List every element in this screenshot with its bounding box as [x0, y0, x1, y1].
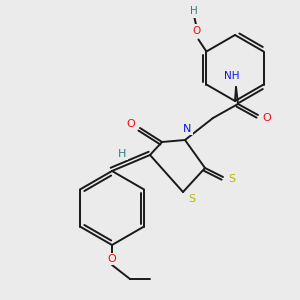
Text: O: O	[127, 119, 135, 129]
Text: H: H	[118, 149, 126, 159]
Text: O: O	[262, 113, 272, 123]
Text: N: N	[183, 124, 191, 134]
Text: NH: NH	[224, 71, 240, 81]
Text: O: O	[108, 254, 116, 264]
Text: O: O	[192, 26, 200, 35]
Text: S: S	[228, 174, 236, 184]
Text: S: S	[188, 194, 196, 204]
Text: H: H	[190, 7, 197, 16]
